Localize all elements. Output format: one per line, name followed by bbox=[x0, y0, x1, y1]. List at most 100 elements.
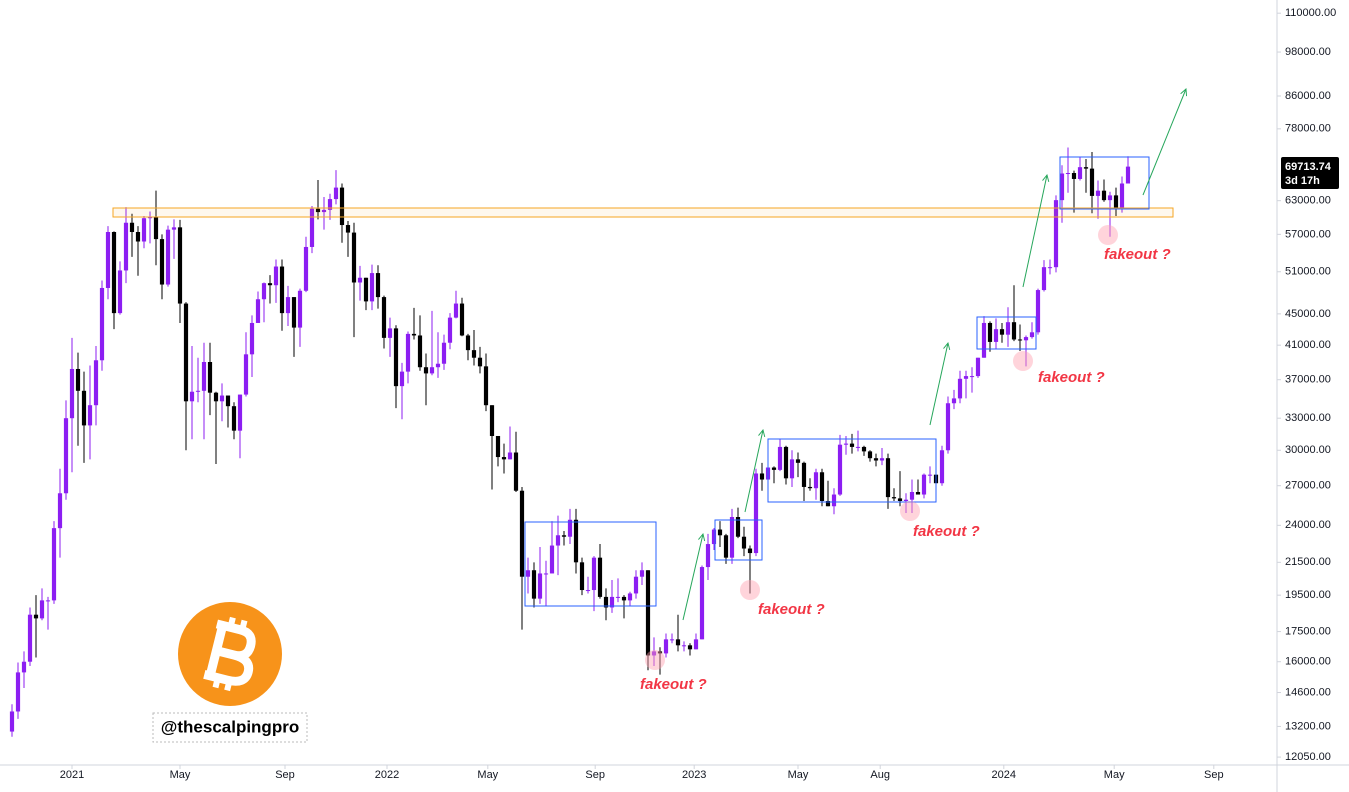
fakeout-circle bbox=[900, 501, 920, 521]
annotation: fakeout ? bbox=[1038, 369, 1105, 386]
candle-body bbox=[717, 529, 723, 536]
candle-body bbox=[135, 231, 141, 242]
candle-body bbox=[885, 458, 891, 498]
candle-body bbox=[513, 452, 519, 491]
candle-body bbox=[129, 222, 135, 232]
candle-body bbox=[909, 491, 915, 500]
x-tick-label: Sep bbox=[1204, 769, 1224, 781]
candle-body bbox=[195, 390, 201, 392]
countdown: 3d 17h bbox=[1285, 175, 1320, 187]
candle-body bbox=[609, 596, 615, 608]
plot-area bbox=[9, 147, 1131, 737]
candle-body bbox=[27, 614, 33, 662]
range-box bbox=[524, 521, 657, 607]
y-tick-label: 30000.00 bbox=[1285, 444, 1331, 456]
candle-body bbox=[771, 467, 777, 470]
candle-body bbox=[783, 446, 789, 479]
candle-body bbox=[81, 390, 87, 426]
candle-body bbox=[171, 227, 177, 230]
candle-body bbox=[315, 208, 321, 213]
arrow bbox=[682, 534, 703, 621]
candle-body bbox=[951, 398, 957, 404]
candle-body bbox=[165, 229, 171, 285]
candle-body bbox=[1077, 167, 1083, 179]
candle-body bbox=[321, 209, 327, 213]
candle-body bbox=[843, 443, 849, 445]
x-tick-label: Sep bbox=[275, 769, 295, 781]
candle-body bbox=[669, 639, 675, 641]
candle-body bbox=[813, 472, 819, 489]
candle-body bbox=[645, 570, 651, 656]
candle-body bbox=[999, 329, 1005, 335]
candle-body bbox=[1035, 290, 1041, 333]
candle-body bbox=[297, 290, 303, 328]
y-tick-label: 51000.00 bbox=[1285, 266, 1331, 278]
bitcoin-logo bbox=[178, 602, 282, 706]
candle-body bbox=[309, 208, 315, 247]
candle-body bbox=[357, 277, 363, 283]
candle-body bbox=[777, 446, 783, 470]
candle-body bbox=[801, 462, 807, 487]
candle-body bbox=[969, 376, 975, 378]
candle-body bbox=[1119, 183, 1125, 209]
candle-body bbox=[537, 573, 543, 599]
candle-body bbox=[387, 328, 393, 338]
candle-body bbox=[627, 593, 633, 601]
candle-body bbox=[897, 498, 903, 501]
candle-body bbox=[243, 354, 249, 395]
annotation: fakeout ? bbox=[758, 601, 825, 618]
candle-body bbox=[375, 273, 381, 298]
candle-body bbox=[1059, 173, 1065, 201]
candle-body bbox=[411, 333, 417, 336]
candle-body bbox=[87, 405, 93, 426]
candle-body bbox=[525, 570, 531, 577]
candle-body bbox=[507, 452, 513, 460]
candle-body bbox=[57, 493, 63, 529]
candle-body bbox=[555, 535, 561, 546]
candle-body bbox=[1041, 267, 1047, 291]
candle-body bbox=[585, 590, 591, 592]
candle-body bbox=[621, 596, 627, 601]
candle-body bbox=[735, 517, 741, 537]
y-tick-label: 17500.00 bbox=[1285, 625, 1331, 637]
annotation: fakeout ? bbox=[913, 523, 980, 540]
y-tick-label: 24000.00 bbox=[1285, 519, 1331, 531]
x-tick-label: 2024 bbox=[992, 769, 1016, 781]
candle-body bbox=[711, 529, 717, 545]
candle-body bbox=[633, 576, 639, 594]
x-tick-label: 2022 bbox=[375, 769, 399, 781]
candle-body bbox=[93, 360, 99, 406]
candle-body bbox=[9, 711, 15, 732]
candle-body bbox=[1029, 332, 1035, 338]
y-tick-label: 12050.00 bbox=[1285, 751, 1331, 763]
candle-body bbox=[855, 446, 861, 448]
candle-body bbox=[549, 545, 555, 574]
candle-body bbox=[927, 474, 933, 476]
candle-body bbox=[471, 350, 477, 358]
candle-body bbox=[351, 232, 357, 283]
candle-body bbox=[675, 639, 681, 646]
candle-body bbox=[1005, 322, 1011, 335]
candle-body bbox=[825, 500, 831, 507]
candle-body bbox=[381, 297, 387, 338]
candle-body bbox=[531, 570, 537, 599]
candle-body bbox=[483, 366, 489, 406]
candle-body bbox=[1101, 190, 1107, 201]
candle-body bbox=[285, 297, 291, 314]
watermark-box bbox=[152, 712, 308, 743]
candle-body bbox=[261, 283, 267, 300]
y-tick-label: 45000.00 bbox=[1285, 308, 1331, 320]
resistance-zone bbox=[112, 207, 1174, 218]
candle-body bbox=[75, 368, 81, 391]
candle-body bbox=[693, 639, 699, 650]
candle-body bbox=[591, 557, 597, 591]
candle-body bbox=[51, 528, 57, 601]
x-tick-label: May bbox=[477, 769, 498, 781]
fakeout-circle bbox=[1013, 351, 1033, 371]
annotation: fakeout ? bbox=[1104, 246, 1171, 263]
y-tick-label: 86000.00 bbox=[1285, 90, 1331, 102]
last-price: 69713.74 bbox=[1285, 161, 1332, 173]
candle-body bbox=[939, 450, 945, 484]
